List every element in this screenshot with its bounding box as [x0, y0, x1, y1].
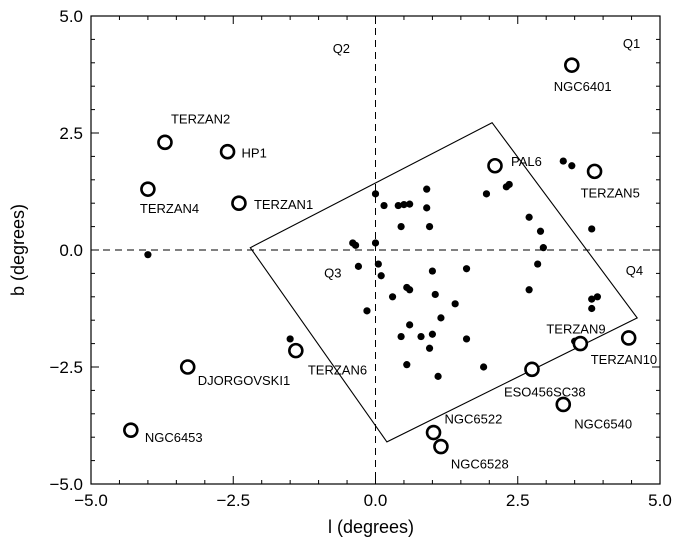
cluster-label: NGC6401 [554, 79, 612, 94]
field-point [363, 307, 370, 314]
field-point [526, 214, 533, 221]
cluster-label: TERZAN1 [254, 197, 313, 212]
cluster-label: NGC6522 [445, 412, 503, 427]
cluster-marker [181, 361, 194, 374]
field-point [506, 181, 513, 188]
cluster-label: PAL6 [511, 154, 542, 169]
field-point [426, 223, 433, 230]
field-point [429, 267, 436, 274]
cluster-marker [141, 183, 154, 196]
field-point [355, 263, 362, 270]
y-tick-label: 2.5 [59, 124, 83, 143]
field-point [540, 244, 547, 251]
cluster-marker [289, 344, 302, 357]
x-tick-label: 2.5 [506, 491, 530, 510]
field-point [375, 260, 382, 267]
cluster-label: TERZAN5 [581, 185, 640, 200]
y-tick-label: −5.0 [49, 475, 83, 494]
field-point [463, 335, 470, 342]
field-point [378, 272, 385, 279]
x-tick-label: −2.5 [216, 491, 250, 510]
field-point [452, 300, 459, 307]
x-tick-label: 0.0 [364, 491, 388, 510]
field-point [534, 260, 541, 267]
cluster-marker [588, 165, 601, 178]
field-point [537, 228, 544, 235]
y-axis-label: b (degrees) [8, 204, 28, 296]
field-point [380, 202, 387, 209]
cluster-marker [488, 159, 501, 172]
cluster-marker [232, 197, 245, 210]
cluster-label: NGC6528 [451, 457, 509, 472]
cluster-label: TERZAN9 [546, 322, 605, 337]
field-point [389, 293, 396, 300]
field-point [372, 190, 379, 197]
quadrant-label: Q4 [626, 263, 643, 278]
cluster-label: TERZAN10 [591, 352, 657, 367]
cluster-label: TERZAN6 [308, 363, 367, 378]
cluster-marker [434, 440, 447, 453]
field-point [463, 265, 470, 272]
field-point [429, 331, 436, 338]
field-point [432, 291, 439, 298]
field-point [426, 345, 433, 352]
cluster-marker [557, 398, 570, 411]
cluster-label: NGC6453 [145, 430, 203, 445]
quadrant-label: Q3 [324, 265, 341, 280]
field-point [398, 333, 405, 340]
field-point [588, 225, 595, 232]
x-axis-label: l (degrees) [328, 517, 414, 537]
field-point [483, 190, 490, 197]
field-point [372, 239, 379, 246]
field-point [352, 242, 359, 249]
field-point [423, 204, 430, 211]
field-point [398, 223, 405, 230]
y-tick-label: 0.0 [59, 241, 83, 260]
field-point [417, 333, 424, 340]
field-point [287, 335, 294, 342]
field-point [403, 361, 410, 368]
field-point [588, 305, 595, 312]
cluster-marker [622, 331, 635, 344]
cluster-label: TERZAN4 [140, 201, 199, 216]
field-point [406, 286, 413, 293]
cluster-label: DJORGOVSKI1 [198, 373, 290, 388]
cluster-marker [158, 136, 171, 149]
field-point [406, 201, 413, 208]
x-tick-label: 5.0 [648, 491, 672, 510]
field-point [526, 286, 533, 293]
field-point [434, 373, 441, 380]
cluster-label: NGC6540 [574, 416, 632, 431]
quadrant-label: Q1 [623, 36, 640, 51]
plot-layer: −5.0 −2.5 0.0 2.5 5.0−5.0−2.50.02.55.0Q1Q2Q3… [49, 7, 671, 510]
cluster-marker [574, 337, 587, 350]
y-tick-label: −2.5 [49, 358, 83, 377]
cluster-marker [221, 145, 234, 158]
cluster-marker [525, 363, 538, 376]
field-point [406, 321, 413, 328]
field-point [423, 186, 430, 193]
field-point [560, 157, 567, 164]
y-tick-label: 5.0 [59, 7, 83, 26]
field-point [568, 162, 575, 169]
cluster-label: HP1 [242, 146, 267, 161]
cluster-label: TERZAN2 [171, 111, 230, 126]
quadrant-label: Q2 [333, 41, 350, 56]
field-point [594, 293, 601, 300]
field-point [437, 314, 444, 321]
field-point [480, 363, 487, 370]
cluster-marker [565, 59, 578, 72]
field-point [144, 251, 151, 258]
cluster-marker [124, 424, 137, 437]
cluster-label: ESO456SC38 [504, 384, 586, 399]
cluster-marker [427, 426, 440, 439]
